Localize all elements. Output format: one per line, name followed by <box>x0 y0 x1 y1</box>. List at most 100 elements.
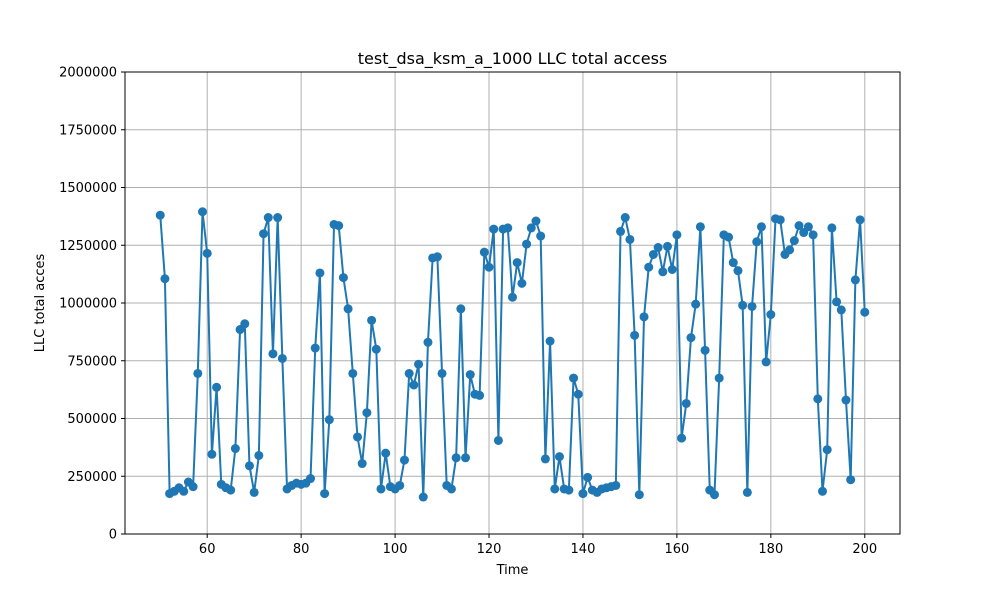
y-axis-title: LLC total acces <box>33 253 48 352</box>
series-line <box>159 210 866 499</box>
data-point <box>437 368 447 378</box>
data-point <box>268 349 278 359</box>
data-point <box>663 241 672 251</box>
data-point <box>517 278 527 288</box>
data-point <box>634 490 644 500</box>
y-tick-label: 750000 <box>67 354 117 369</box>
data-point <box>766 310 776 320</box>
data-point <box>536 231 546 241</box>
data-point <box>742 487 752 497</box>
data-point <box>583 472 593 482</box>
data-point <box>273 213 283 223</box>
data-point <box>404 368 414 378</box>
data-point <box>860 307 870 317</box>
data-point <box>493 435 503 445</box>
data-point <box>249 487 259 497</box>
data-point <box>489 224 499 234</box>
data-point <box>414 359 424 369</box>
data-point <box>456 304 466 314</box>
data-point <box>564 485 574 495</box>
x-tick-label: 180 <box>758 542 783 557</box>
y-tick-label: 500000 <box>67 412 117 427</box>
data-point <box>841 395 851 405</box>
data-point <box>254 450 264 460</box>
grid-lines <box>125 71 900 535</box>
x-tick-label: 140 <box>571 542 596 557</box>
data-point <box>207 449 217 459</box>
data-point <box>850 275 860 285</box>
y-tick-label: 1250000 <box>59 239 117 254</box>
data-point <box>747 301 757 311</box>
data-point <box>554 452 564 462</box>
data-point <box>714 373 724 383</box>
data-point <box>244 461 254 471</box>
data-point <box>306 474 316 484</box>
data-point <box>324 415 334 425</box>
data-point <box>855 215 865 225</box>
y-tick-label: 1000000 <box>59 297 117 312</box>
y-tick-label: 1750000 <box>59 123 117 138</box>
data-point <box>832 297 842 307</box>
data-point <box>686 333 696 343</box>
data-point <box>198 207 207 217</box>
data-point <box>395 480 405 490</box>
data-point <box>320 489 330 499</box>
data-point <box>446 484 456 494</box>
data-point <box>367 315 377 325</box>
data-point <box>503 223 513 233</box>
data-point <box>752 237 762 247</box>
series-group <box>155 207 870 502</box>
data-point <box>188 482 198 492</box>
data-point <box>315 268 325 278</box>
data-point <box>461 453 471 463</box>
data-point <box>522 239 532 249</box>
data-point <box>512 258 522 268</box>
data-point <box>700 345 710 355</box>
data-point <box>277 353 287 363</box>
data-point <box>451 453 461 463</box>
data-point <box>432 252 442 262</box>
data-point <box>639 312 649 322</box>
data-point <box>226 485 236 495</box>
data-point <box>733 266 743 276</box>
data-point <box>785 245 795 255</box>
data-point <box>578 489 588 499</box>
x-tick-label: 100 <box>383 542 408 557</box>
data-point <box>789 236 799 246</box>
data-point <box>418 492 428 502</box>
data-point <box>531 216 541 226</box>
data-point <box>569 373 579 383</box>
data-point <box>465 370 475 380</box>
data-point <box>616 226 626 236</box>
data-point <box>818 486 827 496</box>
data-point <box>310 343 320 353</box>
data-point <box>803 222 813 232</box>
data-point <box>658 267 668 277</box>
y-tick-label: 250000 <box>67 470 117 485</box>
data-point <box>240 319 250 329</box>
data-point <box>484 262 494 272</box>
x-tick-label: 80 <box>293 542 310 557</box>
data-point <box>334 221 344 231</box>
data-point <box>648 249 658 259</box>
data-point <box>691 299 701 309</box>
data-point <box>338 273 348 283</box>
data-point <box>526 223 536 233</box>
data-point <box>155 210 165 220</box>
data-point <box>348 368 358 378</box>
data-point <box>475 390 485 400</box>
x-tick-label: 60 <box>199 542 216 557</box>
data-point <box>611 480 621 490</box>
data-point <box>822 445 832 455</box>
data-point <box>371 344 381 354</box>
data-point <box>681 398 691 408</box>
data-point <box>625 234 635 244</box>
data-point <box>775 215 785 225</box>
data-point <box>827 223 837 233</box>
x-tick-label: 160 <box>664 542 689 557</box>
y-tick-label: 2000000 <box>59 66 117 81</box>
data-point <box>709 490 719 500</box>
data-point <box>160 274 170 284</box>
axis-ticks: 60 80 100 120 140 160 180 200 0 250000 500000 75000… <box>59 66 877 558</box>
